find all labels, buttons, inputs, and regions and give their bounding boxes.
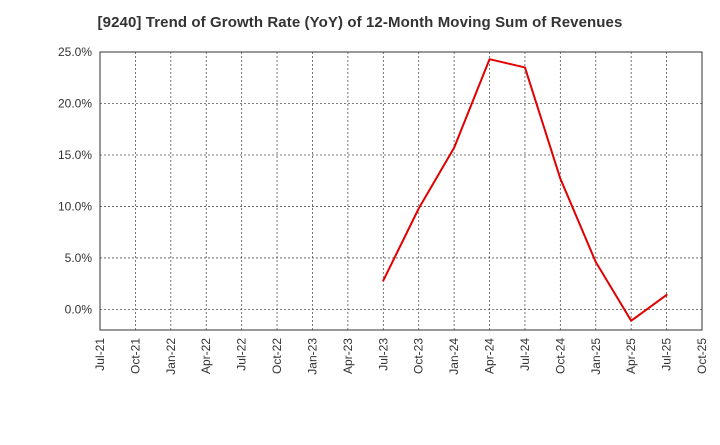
x-tick-label: Jul-23	[376, 338, 390, 371]
plot-area	[100, 52, 702, 330]
y-tick-label: 20.0%	[58, 96, 92, 110]
x-tick-label: Apr-22	[199, 338, 213, 374]
x-tick-label: Jan-24	[447, 338, 461, 375]
x-tick-label: Oct-23	[412, 338, 426, 374]
y-tick-label: 25.0%	[58, 45, 92, 59]
x-tick-label: Oct-24	[553, 338, 567, 374]
x-tick-label: Jul-21	[93, 338, 107, 371]
x-tick-label: Jan-23	[305, 338, 319, 375]
plot-border	[99, 51, 703, 331]
x-tick-label: Oct-22	[270, 338, 284, 374]
x-tick-label: Oct-21	[128, 338, 142, 374]
y-tick-label: 5.0%	[65, 251, 93, 265]
y-tick-label: 0.0%	[65, 302, 93, 316]
chart-title: [9240] Trend of Growth Rate (YoY) of 12-…	[97, 14, 623, 31]
x-tick-label: Jul-24	[518, 338, 532, 371]
x-tick-label: Jan-25	[589, 338, 603, 375]
x-tick-label: Apr-23	[341, 338, 355, 374]
y-tick-label: 10.0%	[58, 199, 92, 213]
y-tick-label: 15.0%	[58, 148, 92, 162]
x-tick-label: Apr-24	[483, 338, 497, 374]
x-tick-label: Apr-25	[624, 338, 638, 374]
x-tick-label: Oct-25	[695, 338, 709, 374]
x-tick-label: Jan-22	[164, 338, 178, 375]
x-tick-label: Jul-22	[235, 338, 249, 371]
x-tick-label: Jul-25	[660, 338, 674, 371]
series-line	[382, 58, 668, 322]
